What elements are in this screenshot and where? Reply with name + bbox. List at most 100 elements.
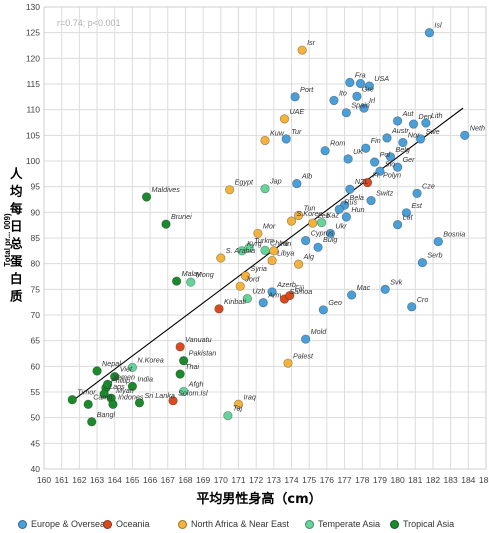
data-point — [87, 417, 97, 427]
point-label: Myan — [116, 386, 134, 395]
point-label: Kyrg — [247, 239, 262, 248]
x-tick-label: 168 — [178, 475, 192, 485]
data-point — [260, 135, 270, 146]
y-axis-title-cjk: 人均每日总蛋白质 — [10, 166, 23, 304]
point-label: Solom.Isl — [178, 389, 208, 398]
data-point — [412, 188, 422, 198]
data-points — [67, 28, 470, 427]
point-label: Fra — [355, 70, 366, 79]
y-tick-label: 50 — [31, 413, 41, 423]
point-label: Ger — [403, 155, 416, 164]
point-label: Kuw — [270, 128, 285, 137]
data-point — [417, 257, 428, 268]
y-tick-label: 70 — [31, 310, 41, 320]
data-point — [235, 281, 245, 291]
data-point — [343, 154, 353, 164]
legend-item: North Africa & Near East — [178, 519, 289, 529]
data-point — [433, 236, 443, 247]
point-label: Syria — [251, 264, 267, 273]
data-point — [67, 395, 77, 405]
point-label: Serb — [427, 251, 442, 260]
y-tick-label: 125 — [26, 28, 40, 38]
point-label: UK — [353, 147, 364, 156]
data-point — [301, 334, 311, 344]
point-label: Spain — [351, 101, 369, 110]
y-axis-title-char: 质 — [10, 289, 23, 304]
legend-item: Temperate Asia — [305, 519, 380, 529]
y-axis-title-char: 均 — [10, 184, 23, 199]
y-tick-label: 45 — [31, 438, 41, 448]
data-point — [316, 217, 327, 228]
point-label: Jap — [269, 177, 282, 186]
y-tick-label: 120 — [26, 53, 40, 63]
point-label: Isl — [434, 21, 442, 30]
trend-line — [70, 107, 464, 403]
point-label: Gre — [362, 84, 374, 93]
data-point — [352, 91, 362, 101]
data-point — [267, 255, 277, 266]
data-point — [408, 119, 419, 129]
data-point — [369, 157, 380, 167]
point-label: Iraq — [243, 392, 255, 401]
data-point — [141, 192, 152, 202]
data-point — [134, 398, 145, 408]
data-point — [223, 410, 233, 421]
x-tick-label: 164 — [108, 475, 122, 485]
data-point — [175, 369, 185, 379]
point-label: Slo — [385, 159, 395, 168]
data-point — [334, 204, 344, 214]
x-tick-label: 163 — [90, 475, 104, 485]
point-label: Lith — [431, 111, 443, 120]
x-tick-label: 162 — [72, 475, 86, 485]
data-point — [179, 386, 189, 397]
data-point — [102, 379, 113, 389]
data-point — [290, 92, 300, 102]
point-label: Viet — [120, 365, 133, 374]
plot-frame — [43, 6, 487, 470]
y-tick-label: 130 — [26, 2, 40, 12]
x-tick-label: 170 — [214, 475, 228, 485]
point-label: Nepal — [102, 359, 121, 368]
point-label: NZL — [355, 177, 369, 186]
x-tick-label: 175 — [302, 475, 316, 485]
x-tick-label: 176 — [320, 475, 334, 485]
point-label: Den — [419, 112, 432, 121]
point-label: Pakistan — [189, 349, 217, 358]
data-point — [380, 284, 390, 294]
point-label: Tun — [304, 203, 316, 212]
point-label: Uzb — [252, 287, 265, 296]
point-label: Belg — [396, 145, 410, 154]
data-point — [297, 45, 307, 55]
data-point — [186, 277, 196, 287]
data-point — [161, 219, 171, 229]
data-point — [110, 371, 120, 382]
data-point — [269, 246, 279, 256]
point-label: S.Korea — [297, 209, 323, 218]
data-point — [233, 399, 244, 409]
y-tick-label: 55 — [31, 387, 41, 397]
point-label: Svk — [390, 277, 402, 286]
point-label: Libya — [277, 249, 294, 258]
point-label: Taj — [233, 404, 243, 413]
point-label: Nor — [408, 131, 420, 140]
data-point — [168, 396, 178, 406]
data-point — [99, 389, 109, 399]
data-point — [345, 184, 355, 194]
point-label: Sri Lanka — [144, 391, 174, 400]
data-point — [401, 208, 412, 218]
y-tick-label: 85 — [31, 233, 41, 243]
data-point — [285, 290, 295, 301]
x-tick-label: 183 — [444, 475, 458, 485]
y-tick-label: 110 — [26, 105, 40, 115]
data-point — [83, 399, 93, 409]
x-tick-label: 167 — [161, 475, 175, 485]
data-point — [421, 118, 431, 128]
data-point — [460, 130, 470, 140]
point-label: Bulg — [323, 235, 337, 244]
data-point — [92, 366, 102, 376]
data-point — [345, 77, 355, 88]
point-label: Mac — [357, 283, 371, 292]
data-point — [260, 184, 270, 194]
x-tick-label: 160 — [37, 475, 51, 485]
data-point — [281, 134, 291, 144]
